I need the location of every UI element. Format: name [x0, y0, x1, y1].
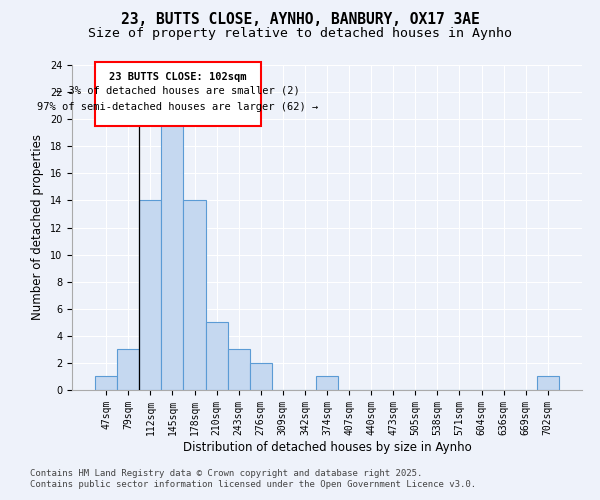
- Text: 23 BUTTS CLOSE: 102sqm: 23 BUTTS CLOSE: 102sqm: [109, 72, 247, 82]
- Bar: [206, 322, 227, 390]
- Text: Contains HM Land Registry data © Crown copyright and database right 2025.: Contains HM Land Registry data © Crown c…: [30, 468, 422, 477]
- Bar: [184, 200, 206, 390]
- Bar: [250, 363, 272, 390]
- Bar: [316, 376, 338, 390]
- Y-axis label: Number of detached properties: Number of detached properties: [31, 134, 44, 320]
- X-axis label: Distribution of detached houses by size in Aynho: Distribution of detached houses by size …: [182, 440, 472, 454]
- Text: Size of property relative to detached houses in Aynho: Size of property relative to detached ho…: [88, 28, 512, 40]
- Bar: [161, 119, 184, 390]
- Text: 23, BUTTS CLOSE, AYNHO, BANBURY, OX17 3AE: 23, BUTTS CLOSE, AYNHO, BANBURY, OX17 3A…: [121, 12, 479, 28]
- Bar: [227, 350, 250, 390]
- Text: 97% of semi-detached houses are larger (62) →: 97% of semi-detached houses are larger (…: [37, 102, 319, 112]
- Text: ← 3% of detached houses are smaller (2): ← 3% of detached houses are smaller (2): [56, 86, 300, 96]
- Bar: [117, 350, 139, 390]
- Bar: [537, 376, 559, 390]
- Bar: [139, 200, 161, 390]
- FancyBboxPatch shape: [95, 62, 261, 126]
- Bar: [95, 376, 117, 390]
- Text: Contains public sector information licensed under the Open Government Licence v3: Contains public sector information licen…: [30, 480, 476, 489]
